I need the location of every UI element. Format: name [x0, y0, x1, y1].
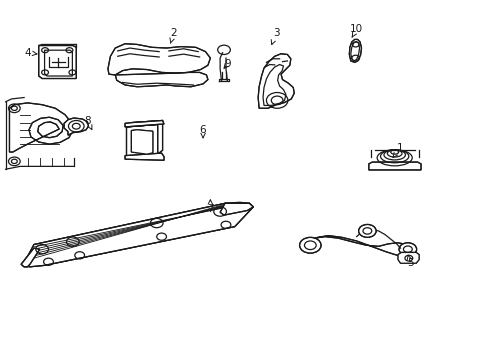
Text: 1: 1 — [392, 143, 403, 158]
Polygon shape — [9, 103, 73, 152]
Text: 5: 5 — [406, 255, 413, 268]
Circle shape — [358, 225, 375, 237]
Polygon shape — [108, 44, 210, 75]
Polygon shape — [348, 40, 361, 62]
Polygon shape — [125, 121, 163, 127]
Polygon shape — [303, 235, 409, 256]
Text: 9: 9 — [224, 59, 230, 69]
Polygon shape — [125, 153, 163, 160]
Text: 8: 8 — [84, 116, 92, 130]
Polygon shape — [39, 45, 76, 78]
Text: 4: 4 — [24, 48, 37, 58]
Polygon shape — [220, 203, 253, 215]
Circle shape — [398, 243, 416, 256]
Circle shape — [299, 237, 321, 253]
Text: 6: 6 — [199, 125, 206, 138]
Text: 2: 2 — [170, 28, 177, 44]
Polygon shape — [126, 125, 158, 157]
Polygon shape — [64, 118, 88, 135]
Polygon shape — [21, 248, 40, 267]
Text: 3: 3 — [271, 28, 279, 45]
Polygon shape — [21, 202, 253, 267]
Polygon shape — [24, 203, 253, 267]
Text: 7: 7 — [206, 200, 213, 214]
Polygon shape — [368, 162, 420, 170]
Polygon shape — [131, 130, 153, 154]
Text: 10: 10 — [349, 24, 363, 37]
Polygon shape — [126, 121, 162, 127]
Polygon shape — [258, 54, 294, 108]
Polygon shape — [158, 121, 162, 154]
Polygon shape — [397, 252, 418, 263]
Polygon shape — [115, 72, 207, 87]
